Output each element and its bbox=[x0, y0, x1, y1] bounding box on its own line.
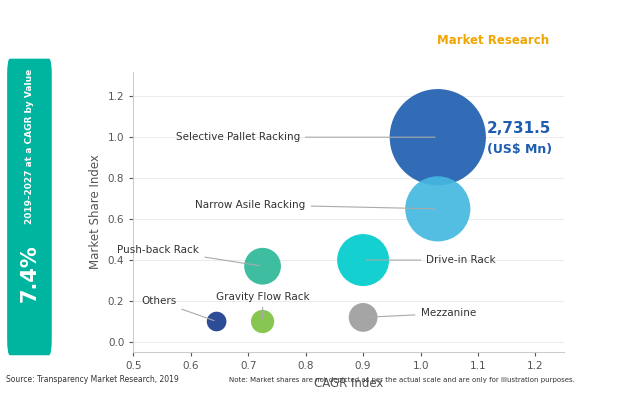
Text: Narrow Asile Racking: Narrow Asile Racking bbox=[195, 200, 435, 210]
Point bbox=[433, 134, 443, 140]
Y-axis label: Market Share Index: Market Share Index bbox=[89, 154, 102, 269]
Text: 7.4%: 7.4% bbox=[19, 244, 40, 302]
Text: Market Research: Market Research bbox=[437, 34, 549, 47]
Text: Transparency: Transparency bbox=[437, 14, 526, 27]
FancyBboxPatch shape bbox=[7, 59, 51, 355]
Text: Global Pallet Racking System Market Revenue: Global Pallet Racking System Market Reve… bbox=[9, 16, 391, 30]
X-axis label: CAGR Index: CAGR Index bbox=[314, 377, 383, 390]
Text: Note: Market shares are not depicted as per the actual scale and are only for il: Note: Market shares are not depicted as … bbox=[229, 377, 575, 383]
Text: Gravity Flow Rack: Gravity Flow Rack bbox=[216, 292, 309, 319]
Point bbox=[358, 257, 368, 263]
Text: By Racking Type, 2017-2027 (US$ Mn): By Racking Type, 2017-2027 (US$ Mn) bbox=[9, 42, 324, 57]
Text: Mezzanine: Mezzanine bbox=[366, 308, 476, 318]
Text: Push-back Rack: Push-back Rack bbox=[118, 245, 260, 266]
Text: Others: Others bbox=[141, 296, 214, 320]
Point bbox=[258, 263, 268, 269]
Text: Drive-in Rack: Drive-in Rack bbox=[366, 255, 496, 265]
Text: 2,731.5: 2,731.5 bbox=[487, 121, 551, 137]
Text: 2019–2027 at a CAGR by Value: 2019–2027 at a CAGR by Value bbox=[25, 69, 34, 224]
Point bbox=[433, 206, 443, 212]
Point bbox=[211, 318, 221, 325]
Text: In-depth Analysis. Accurate Results.: In-depth Analysis. Accurate Results. bbox=[437, 54, 551, 59]
Text: Source: Transparency Market Research, 2019: Source: Transparency Market Research, 20… bbox=[6, 375, 179, 384]
Point bbox=[358, 314, 368, 321]
Point bbox=[258, 318, 268, 325]
Text: (US$ Mn): (US$ Mn) bbox=[487, 143, 552, 156]
Text: Selective Pallet Racking: Selective Pallet Racking bbox=[175, 132, 435, 142]
